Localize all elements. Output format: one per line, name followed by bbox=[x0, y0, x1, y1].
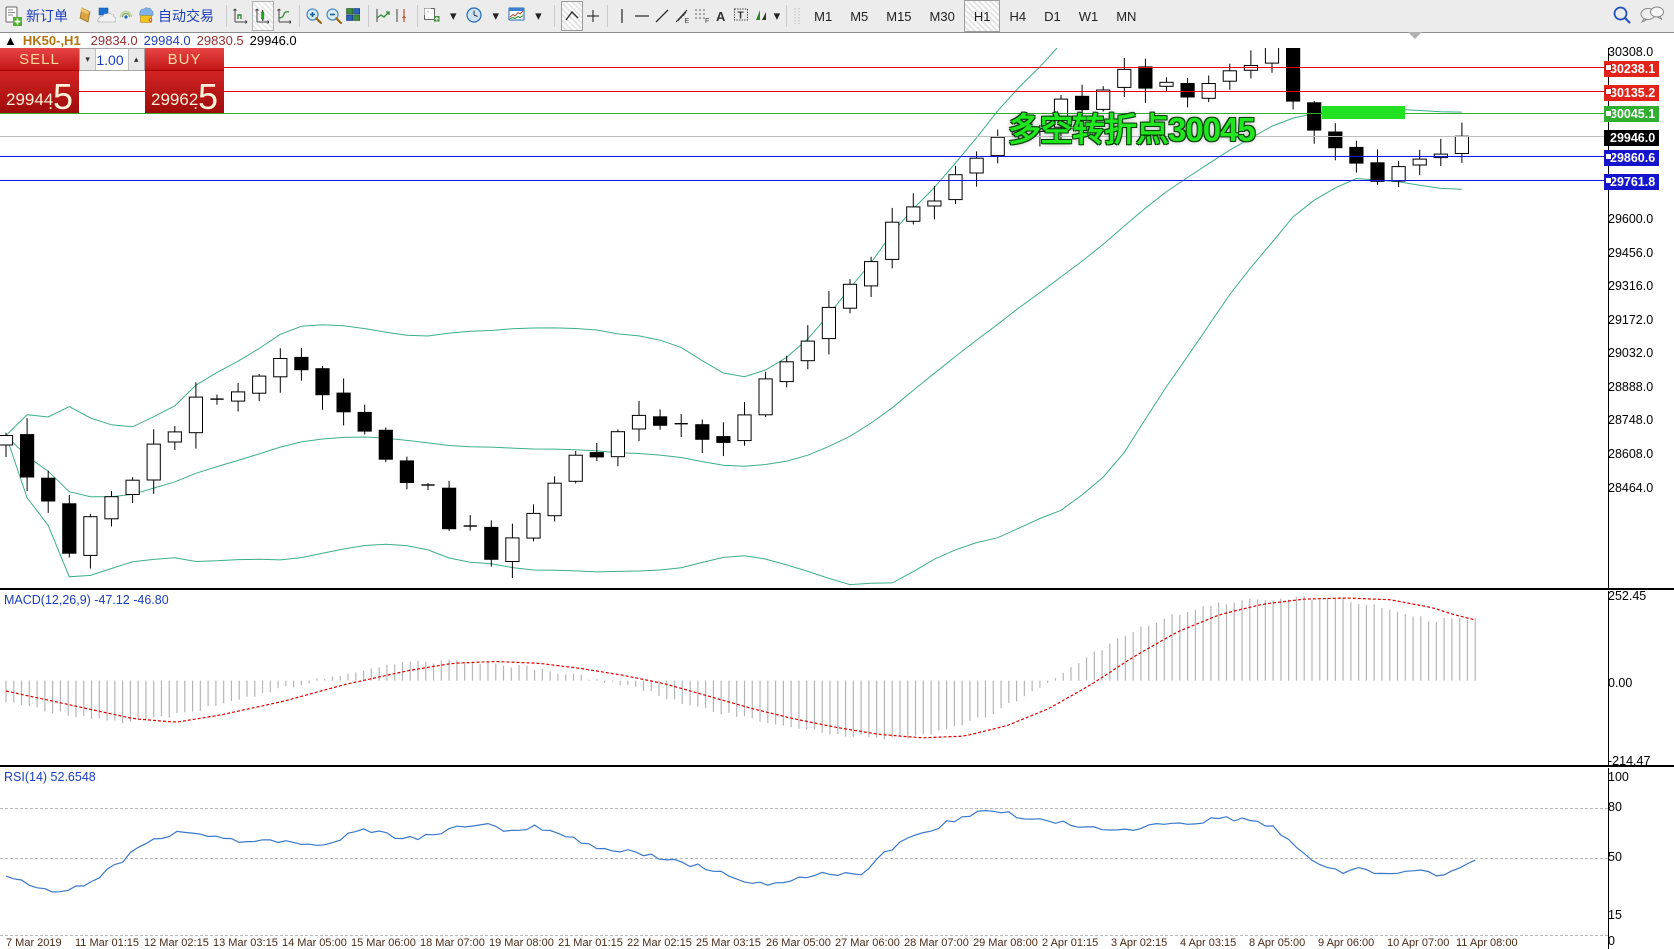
svg-text:E: E bbox=[684, 18, 689, 25]
svg-text:T: T bbox=[737, 11, 743, 22]
svg-text:F: F bbox=[705, 18, 709, 25]
svg-text:A: A bbox=[716, 9, 726, 24]
